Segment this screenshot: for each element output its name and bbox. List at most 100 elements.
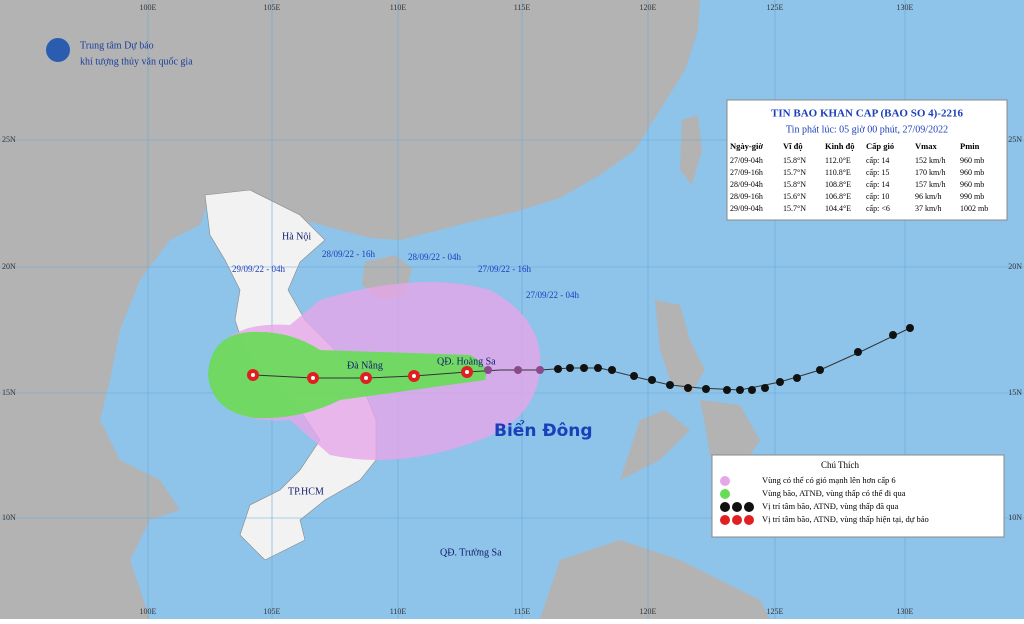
lon-label: 130E: [897, 607, 914, 616]
past-position: [608, 366, 616, 374]
lon-label: 110E: [390, 607, 407, 616]
forecast-time: 27/09/22 - 04h: [526, 290, 579, 300]
table-cell: 990 mb: [960, 192, 984, 201]
table-cell: 157 km/h: [915, 180, 945, 189]
legend-swatch: [720, 489, 730, 499]
lon-label: 120E: [640, 3, 657, 12]
current-position: [536, 366, 544, 374]
forecast-eye: [412, 374, 416, 378]
forecast-time: 27/09/22 - 16h: [478, 264, 531, 274]
place-label: QĐ. Trường Sa: [440, 547, 502, 558]
past-position: [816, 366, 824, 374]
legend-item: Vị trí tâm bão, ATNĐ, vùng thấp hiện tại…: [762, 514, 929, 524]
legend-swatch: [732, 502, 742, 512]
legend-swatch: [720, 502, 730, 512]
table-cell: 15.6°N: [783, 192, 806, 201]
lon-label: 125E: [767, 607, 784, 616]
past-position: [566, 364, 574, 372]
legend-swatch: [744, 515, 754, 525]
table-cell: 15.7°N: [783, 168, 806, 177]
forecast-eye: [465, 370, 469, 374]
table-cell: cấp: 15: [866, 168, 889, 177]
bulletin: TIN BAO KHAN CAP (BAO SO 4)-2216 Tin phát…: [730, 108, 988, 213]
table-cell: 15.8°N: [783, 180, 806, 189]
table-cell: 152 km/h: [915, 156, 945, 165]
legend: Chú Thích Vùng có thể có gió mạnh lên hơn…: [720, 460, 929, 525]
table-cell: 112.0°E: [825, 156, 851, 165]
lat-label: 20N: [2, 262, 16, 271]
table-cell: 28/09-04h: [730, 180, 763, 189]
place-label: QĐ. Hoàng Sa: [437, 356, 496, 367]
lon-label: 120E: [640, 607, 657, 616]
past-position: [906, 324, 914, 332]
forecast-time: 29/09/22 - 04h: [232, 264, 285, 274]
org-name: Trung tâm Dự báo: [80, 40, 154, 51]
table-cell: 170 km/h: [915, 168, 945, 177]
forecast-time: 28/09/22 - 04h: [408, 252, 461, 262]
past-position: [702, 385, 710, 393]
table-cell: cấp: <6: [866, 204, 890, 213]
past-position: [736, 386, 744, 394]
past-position: [723, 386, 731, 394]
labels: Hà Nội TP.HCM QĐ. Trường Sa QĐ. Hoàng Sa Đà …: [232, 231, 593, 558]
lon-label: 115E: [514, 3, 531, 12]
lon-label: 105E: [264, 3, 281, 12]
past-position: [580, 364, 588, 372]
bulletin-issued: Tin phát lúc: 05 giờ 00 phút, 27/09/2022: [786, 124, 948, 135]
table-cell: 1002 mb: [960, 204, 988, 213]
column-header: Vĩ độ: [783, 141, 803, 151]
current-position: [484, 366, 492, 374]
past-position: [761, 384, 769, 392]
past-position: [594, 364, 602, 372]
table-cell: 104.4°E: [825, 204, 851, 213]
past-position: [776, 378, 784, 386]
table-cell: 108.8°E: [825, 180, 851, 189]
lon-label: 100E: [140, 607, 157, 616]
table-cell: 96 km/h: [915, 192, 941, 201]
sea-label: Biển Đông: [494, 419, 593, 441]
table-cell: 15.7°N: [783, 204, 806, 213]
logo: [46, 38, 70, 62]
legend-swatch: [720, 476, 730, 486]
legend-item: Vùng có thể có gió mạnh lên hơn cấp 6: [762, 475, 896, 485]
past-position: [748, 386, 756, 394]
column-header: Ngày-giờ: [730, 141, 763, 151]
lat-label: 25N: [1008, 135, 1022, 144]
bulletin-box: [726, 99, 1008, 221]
past-position: [793, 374, 801, 382]
table-cell: 106.8°E: [825, 192, 851, 201]
table-cell: 28/09-16h: [730, 192, 763, 201]
lat-label: 25N: [2, 135, 16, 144]
table-cell: 110.8°E: [825, 168, 851, 177]
legend-title: Chú Thích: [821, 460, 860, 470]
bulletin-title: TIN BAO KHAN CAP (BAO SO 4)-2216: [771, 108, 963, 120]
legend-swatch: [744, 502, 754, 512]
lat-label: 10N: [1008, 513, 1022, 522]
legend-item: Vùng bão, ATNĐ, vùng thấp có thể đi qua: [762, 488, 906, 498]
lon-label: 105E: [264, 607, 281, 616]
forecast-eye: [251, 373, 255, 377]
lon-label: 130E: [897, 3, 914, 12]
lat-label: 15N: [2, 388, 16, 397]
current-position: [514, 366, 522, 374]
place-label: Đà Nẵng: [347, 360, 383, 371]
place-label: Hà Nội: [282, 231, 311, 242]
legend-box: [711, 454, 1005, 538]
legend-swatch: [720, 515, 730, 525]
track-points: [247, 324, 914, 394]
legend-swatch: [732, 515, 742, 525]
table-cell: 37 km/h: [915, 204, 941, 213]
table-cell: cấp: 10: [866, 192, 889, 201]
column-header: Kinh độ: [825, 141, 855, 151]
lon-label: 100E: [140, 3, 157, 12]
past-position: [854, 348, 862, 356]
table-cell: 960 mb: [960, 156, 984, 165]
forecast-time: 28/09/22 - 16h: [322, 249, 375, 259]
table-cell: 27/09-16h: [730, 168, 763, 177]
table-cell: cấp: 14: [866, 180, 889, 189]
lon-label: 110E: [390, 3, 407, 12]
lat-label: 10N: [2, 513, 16, 522]
past-position: [630, 372, 638, 380]
past-position: [554, 365, 562, 373]
